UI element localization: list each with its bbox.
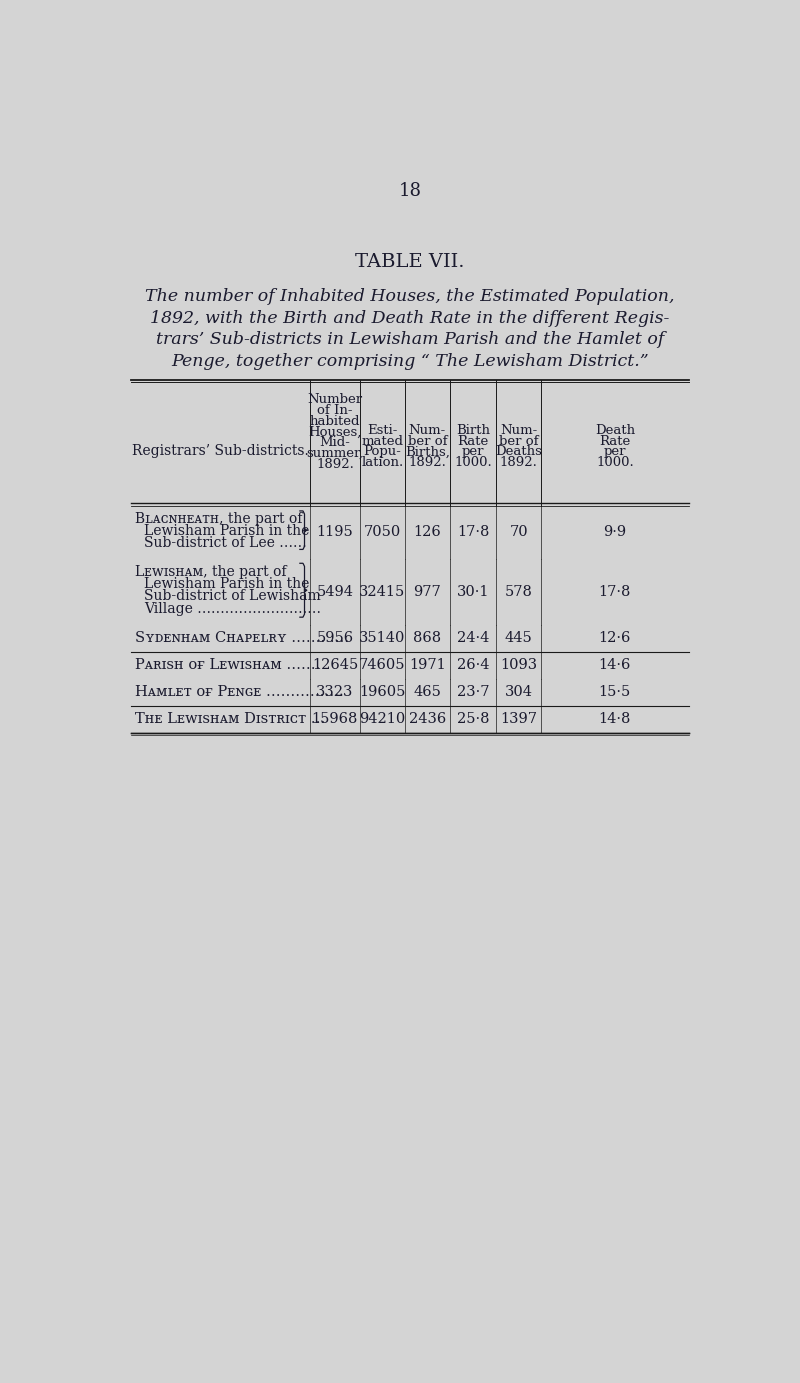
Text: summer,: summer, <box>306 447 363 461</box>
Text: Sub-district of Lee ……: Sub-district of Lee …… <box>144 537 307 550</box>
Text: ber of: ber of <box>407 434 447 448</box>
Text: Number: Number <box>307 393 362 407</box>
Text: 1000.: 1000. <box>596 456 634 469</box>
Text: 2436: 2436 <box>409 712 446 726</box>
Text: Death: Death <box>594 425 635 437</box>
Text: Rate: Rate <box>458 434 489 448</box>
Text: 578: 578 <box>505 585 533 599</box>
Text: Penge, together comprising “ The Lewisham District.”: Penge, together comprising “ The Lewisha… <box>171 353 649 371</box>
Text: mated: mated <box>362 434 403 448</box>
Text: Pᴀʀɪsʜ ᴏғ Lᴇᴡɪsʜᴀᴍ …….: Pᴀʀɪsʜ ᴏғ Lᴇᴡɪsʜᴀᴍ ……. <box>135 658 320 672</box>
Text: habited: habited <box>310 415 360 427</box>
Text: 23·7: 23·7 <box>457 685 490 700</box>
Text: Esti-: Esti- <box>367 425 398 437</box>
Text: 24·4: 24·4 <box>457 632 490 646</box>
Text: Num-: Num- <box>409 425 446 437</box>
Text: Num-: Num- <box>500 425 537 437</box>
Text: 12·6: 12·6 <box>598 632 631 646</box>
Text: 1892.: 1892. <box>500 456 538 469</box>
Text: 17·8: 17·8 <box>457 526 490 539</box>
Text: 30·1: 30·1 <box>457 585 490 599</box>
Text: 868: 868 <box>414 632 442 646</box>
Text: 304: 304 <box>505 685 533 700</box>
Text: 17·8: 17·8 <box>598 585 631 599</box>
Text: 1397: 1397 <box>500 712 537 726</box>
Text: Registrars’ Sub-districts.: Registrars’ Sub-districts. <box>132 444 309 458</box>
Text: 126: 126 <box>414 526 442 539</box>
Text: 445: 445 <box>505 632 533 646</box>
Text: 977: 977 <box>414 585 442 599</box>
Text: 19605: 19605 <box>359 685 406 700</box>
Text: 12645: 12645 <box>312 658 358 672</box>
Text: 1892.: 1892. <box>408 456 446 469</box>
Text: 26·4: 26·4 <box>457 658 490 672</box>
Text: TABLE VII.: TABLE VII. <box>355 253 465 271</box>
Text: trars’ Sub-districts in Lewisham Parish and the Hamlet of: trars’ Sub-districts in Lewisham Parish … <box>156 332 664 349</box>
Text: 5494: 5494 <box>317 585 354 599</box>
Text: 1892, with the Birth and Death Rate in the different Regis-: 1892, with the Birth and Death Rate in t… <box>150 310 670 326</box>
Text: 1195: 1195 <box>317 526 354 539</box>
Text: Lewisham Parish in the: Lewisham Parish in the <box>144 524 310 538</box>
Text: 94210: 94210 <box>359 712 406 726</box>
Text: Deaths: Deaths <box>495 445 542 459</box>
Text: Houses,: Houses, <box>308 426 362 438</box>
Text: per: per <box>603 445 626 459</box>
Text: The number of Inhabited Houses, the Estimated Population,: The number of Inhabited Houses, the Esti… <box>146 289 674 306</box>
Text: Village ………………………: Village ……………………… <box>144 602 322 615</box>
Text: 14·6: 14·6 <box>598 658 631 672</box>
Text: Births,: Births, <box>405 445 450 459</box>
Text: Lᴇᴡɪsʜᴀᴍ, the part of: Lᴇᴡɪsʜᴀᴍ, the part of <box>135 564 286 579</box>
Text: 15968: 15968 <box>312 712 358 726</box>
Text: 465: 465 <box>414 685 442 700</box>
Text: 1000.: 1000. <box>454 456 492 469</box>
Text: 1093: 1093 <box>500 658 537 672</box>
Text: 1971: 1971 <box>409 658 446 672</box>
Text: Popu-: Popu- <box>363 445 402 459</box>
Text: 1892.: 1892. <box>316 458 354 470</box>
Text: of In-: of In- <box>317 404 353 416</box>
Text: 70: 70 <box>510 526 528 539</box>
Text: Rate: Rate <box>599 434 630 448</box>
Text: lation.: lation. <box>361 456 403 469</box>
Text: 7050: 7050 <box>364 526 401 539</box>
Text: Bʟᴀᴄɴʜᴇᴀᴛʜ, the part of: Bʟᴀᴄɴʜᴇᴀᴛʜ, the part of <box>135 512 302 526</box>
Text: 32415: 32415 <box>359 585 406 599</box>
Text: Sub-district of Lewisham: Sub-district of Lewisham <box>144 589 321 603</box>
Text: Tʜᴇ Lᴇᴡɪsʜᴀᴍ Dɪsᴛʀɪᴄᴛ …: Tʜᴇ Lᴇᴡɪsʜᴀᴍ Dɪsᴛʀɪᴄᴛ … <box>135 712 326 726</box>
Text: 25·8: 25·8 <box>457 712 490 726</box>
Text: 18: 18 <box>398 183 422 201</box>
Text: 5956: 5956 <box>316 632 354 646</box>
Text: per: per <box>462 445 484 459</box>
Text: Hᴀᴍʟᴇᴛ ᴏғ Pᴇɴɢᴇ …………….: Hᴀᴍʟᴇᴛ ᴏғ Pᴇɴɢᴇ ……………. <box>135 685 344 700</box>
Text: Birth: Birth <box>456 425 490 437</box>
Text: Lewisham Parish in the: Lewisham Parish in the <box>144 577 310 591</box>
Text: ber of: ber of <box>499 434 538 448</box>
Text: Sʏᴅᴇɴʜᴀᴍ Cʜᴀᴘᴇʟʀʏ ……. ….: Sʏᴅᴇɴʜᴀᴍ Cʜᴀᴘᴇʟʀʏ ……. …. <box>135 632 349 646</box>
Text: 14·8: 14·8 <box>598 712 631 726</box>
Text: Mid-: Mid- <box>319 436 350 449</box>
Text: 3323: 3323 <box>316 685 354 700</box>
Text: 35140: 35140 <box>359 632 406 646</box>
Text: 15·5: 15·5 <box>598 685 631 700</box>
Text: 74605: 74605 <box>359 658 406 672</box>
Text: 9·9: 9·9 <box>603 526 626 539</box>
